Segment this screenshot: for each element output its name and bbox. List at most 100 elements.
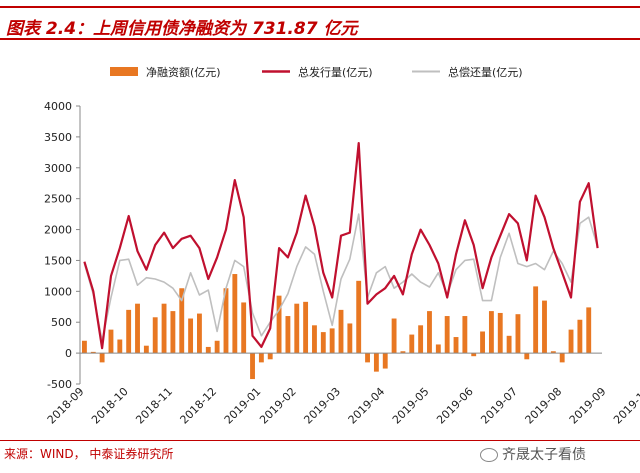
- line-series: [83, 141, 599, 350]
- net-financing-bar: [329, 328, 335, 354]
- net-financing-bar: [179, 288, 185, 354]
- y-tick-label: 500: [51, 316, 72, 329]
- y-tick-label: 2000: [44, 224, 72, 237]
- net-financing-bar: [188, 318, 194, 354]
- legend-label: 总偿还量(亿元): [448, 65, 523, 79]
- x-tick-label: 2019-07: [478, 385, 520, 427]
- x-tick-label: 2019-09: [567, 385, 609, 427]
- net-financing-bars: [81, 274, 592, 380]
- title-bar: 图表 2.4：上周信用债净融资为 731.87 亿元: [0, 6, 640, 40]
- net-financing-bar: [135, 303, 140, 354]
- y-tick-label: 1000: [44, 285, 72, 298]
- net-financing-bar: [524, 353, 530, 360]
- net-financing-bar: [214, 340, 220, 354]
- net-financing-bar: [312, 325, 317, 354]
- net-financing-bar: [81, 340, 87, 354]
- net-financing-bar: [117, 339, 123, 354]
- net-financing-bar: [506, 335, 512, 354]
- issuance-line: [83, 141, 599, 350]
- net-financing-bar: [577, 319, 583, 354]
- x-tick-label: 2019-06: [434, 385, 476, 427]
- net-financing-bar: [241, 302, 247, 354]
- x-tick-label: 2019-08: [523, 385, 565, 427]
- y-tick-label: -500: [47, 378, 72, 391]
- repayment-line: [83, 213, 599, 342]
- net-financing-bar: [409, 334, 415, 354]
- net-financing-bar: [152, 317, 158, 354]
- x-tick-label: 2019-10: [611, 385, 640, 427]
- net-financing-bar: [108, 329, 114, 354]
- net-financing-bar: [382, 353, 388, 369]
- y-tick-label: 3000: [44, 162, 72, 175]
- y-tick-label: 1500: [44, 254, 72, 267]
- x-tick-label: 2019-03: [301, 385, 343, 427]
- chart: 净融资额(亿元) 总发行量(亿元) 总偿还量(亿元) -500 0 500 1000 150…: [44, 65, 640, 427]
- net-financing-bar: [126, 309, 132, 354]
- net-financing-bar: [435, 344, 441, 354]
- y-tick-label: 4000: [44, 100, 72, 113]
- net-financing-bar: [197, 313, 202, 354]
- y-tick-label: 2500: [44, 193, 72, 206]
- net-financing-bar: [568, 329, 574, 354]
- x-tick-label: 2019-02: [257, 385, 299, 427]
- net-financing-bar: [338, 309, 344, 354]
- x-tick-label: 2018-10: [89, 385, 131, 427]
- wechat-icon: [480, 448, 498, 462]
- x-tick-label: 2019-01: [222, 385, 264, 427]
- net-financing-bar: [480, 331, 485, 354]
- net-financing-bar: [453, 337, 459, 354]
- net-financing-bar: [258, 353, 264, 363]
- net-financing-bar: [391, 318, 397, 354]
- net-financing-bar: [400, 351, 406, 354]
- net-financing-bar: [356, 280, 362, 354]
- x-tick-label: 2019-04: [346, 385, 388, 427]
- net-financing-bar: [347, 323, 353, 354]
- net-financing-bar: [365, 353, 370, 363]
- legend-label: 净融资额(亿元): [146, 65, 221, 79]
- legend: 净融资额(亿元) 总发行量(亿元) 总偿还量(亿元): [110, 65, 523, 79]
- net-financing-bar: [427, 311, 432, 354]
- net-financing-bar: [205, 346, 211, 354]
- footer-divider: [0, 440, 640, 441]
- watermark-text: 齐晟太子看债: [502, 447, 586, 463]
- chart-title: 图表 2.4：上周信用债净融资为 731.87 亿元: [6, 19, 358, 39]
- net-financing-bar: [471, 353, 477, 357]
- net-financing-bar: [250, 353, 255, 380]
- net-financing-bar: [303, 301, 309, 354]
- net-financing-bar: [232, 274, 238, 354]
- net-financing-bar: [276, 295, 282, 354]
- y-axis: -500 0 500 1000 1500 2000 2500 3000 3500 4000: [44, 100, 81, 391]
- x-tick-label: 2019-05: [390, 385, 432, 427]
- net-financing-bar: [285, 316, 291, 354]
- net-financing-bar: [488, 311, 494, 354]
- source-note: 来源：WIND， 中泰证券研究所: [4, 447, 174, 461]
- net-financing-bar: [542, 300, 547, 354]
- net-financing-bar: [550, 351, 556, 354]
- net-financing-bar: [170, 311, 176, 354]
- net-financing-bar: [462, 316, 468, 354]
- net-financing-bar: [267, 353, 273, 360]
- net-financing-bar: [99, 353, 105, 363]
- net-financing-bar: [559, 353, 565, 363]
- watermark: 齐晟太子看债: [480, 444, 586, 464]
- net-financing-bar: [444, 316, 450, 354]
- legend-swatch: [110, 67, 138, 76]
- net-financing-bar: [515, 314, 521, 354]
- net-financing-bar: [161, 303, 167, 354]
- y-tick-label: 3500: [44, 131, 72, 144]
- net-financing-bar: [90, 351, 96, 354]
- net-financing-bar: [373, 353, 379, 372]
- x-tick-label: 2018-11: [133, 385, 175, 427]
- net-financing-bar: [497, 312, 503, 354]
- net-financing-bar: [533, 286, 539, 354]
- net-financing-bar: [586, 307, 592, 354]
- net-financing-bar: [143, 345, 149, 354]
- net-financing-bar: [223, 288, 229, 354]
- net-financing-bar: [418, 325, 424, 354]
- x-tick-label: 2018-09: [45, 385, 87, 427]
- y-tick-label: 0: [65, 347, 72, 360]
- legend-label: 总发行量(亿元): [298, 65, 373, 79]
- x-axis: 2018-09 2018-10 2018-11 2018-12 2019-012019-…: [45, 352, 640, 427]
- net-financing-bar: [320, 332, 326, 354]
- net-financing-bar: [294, 303, 300, 354]
